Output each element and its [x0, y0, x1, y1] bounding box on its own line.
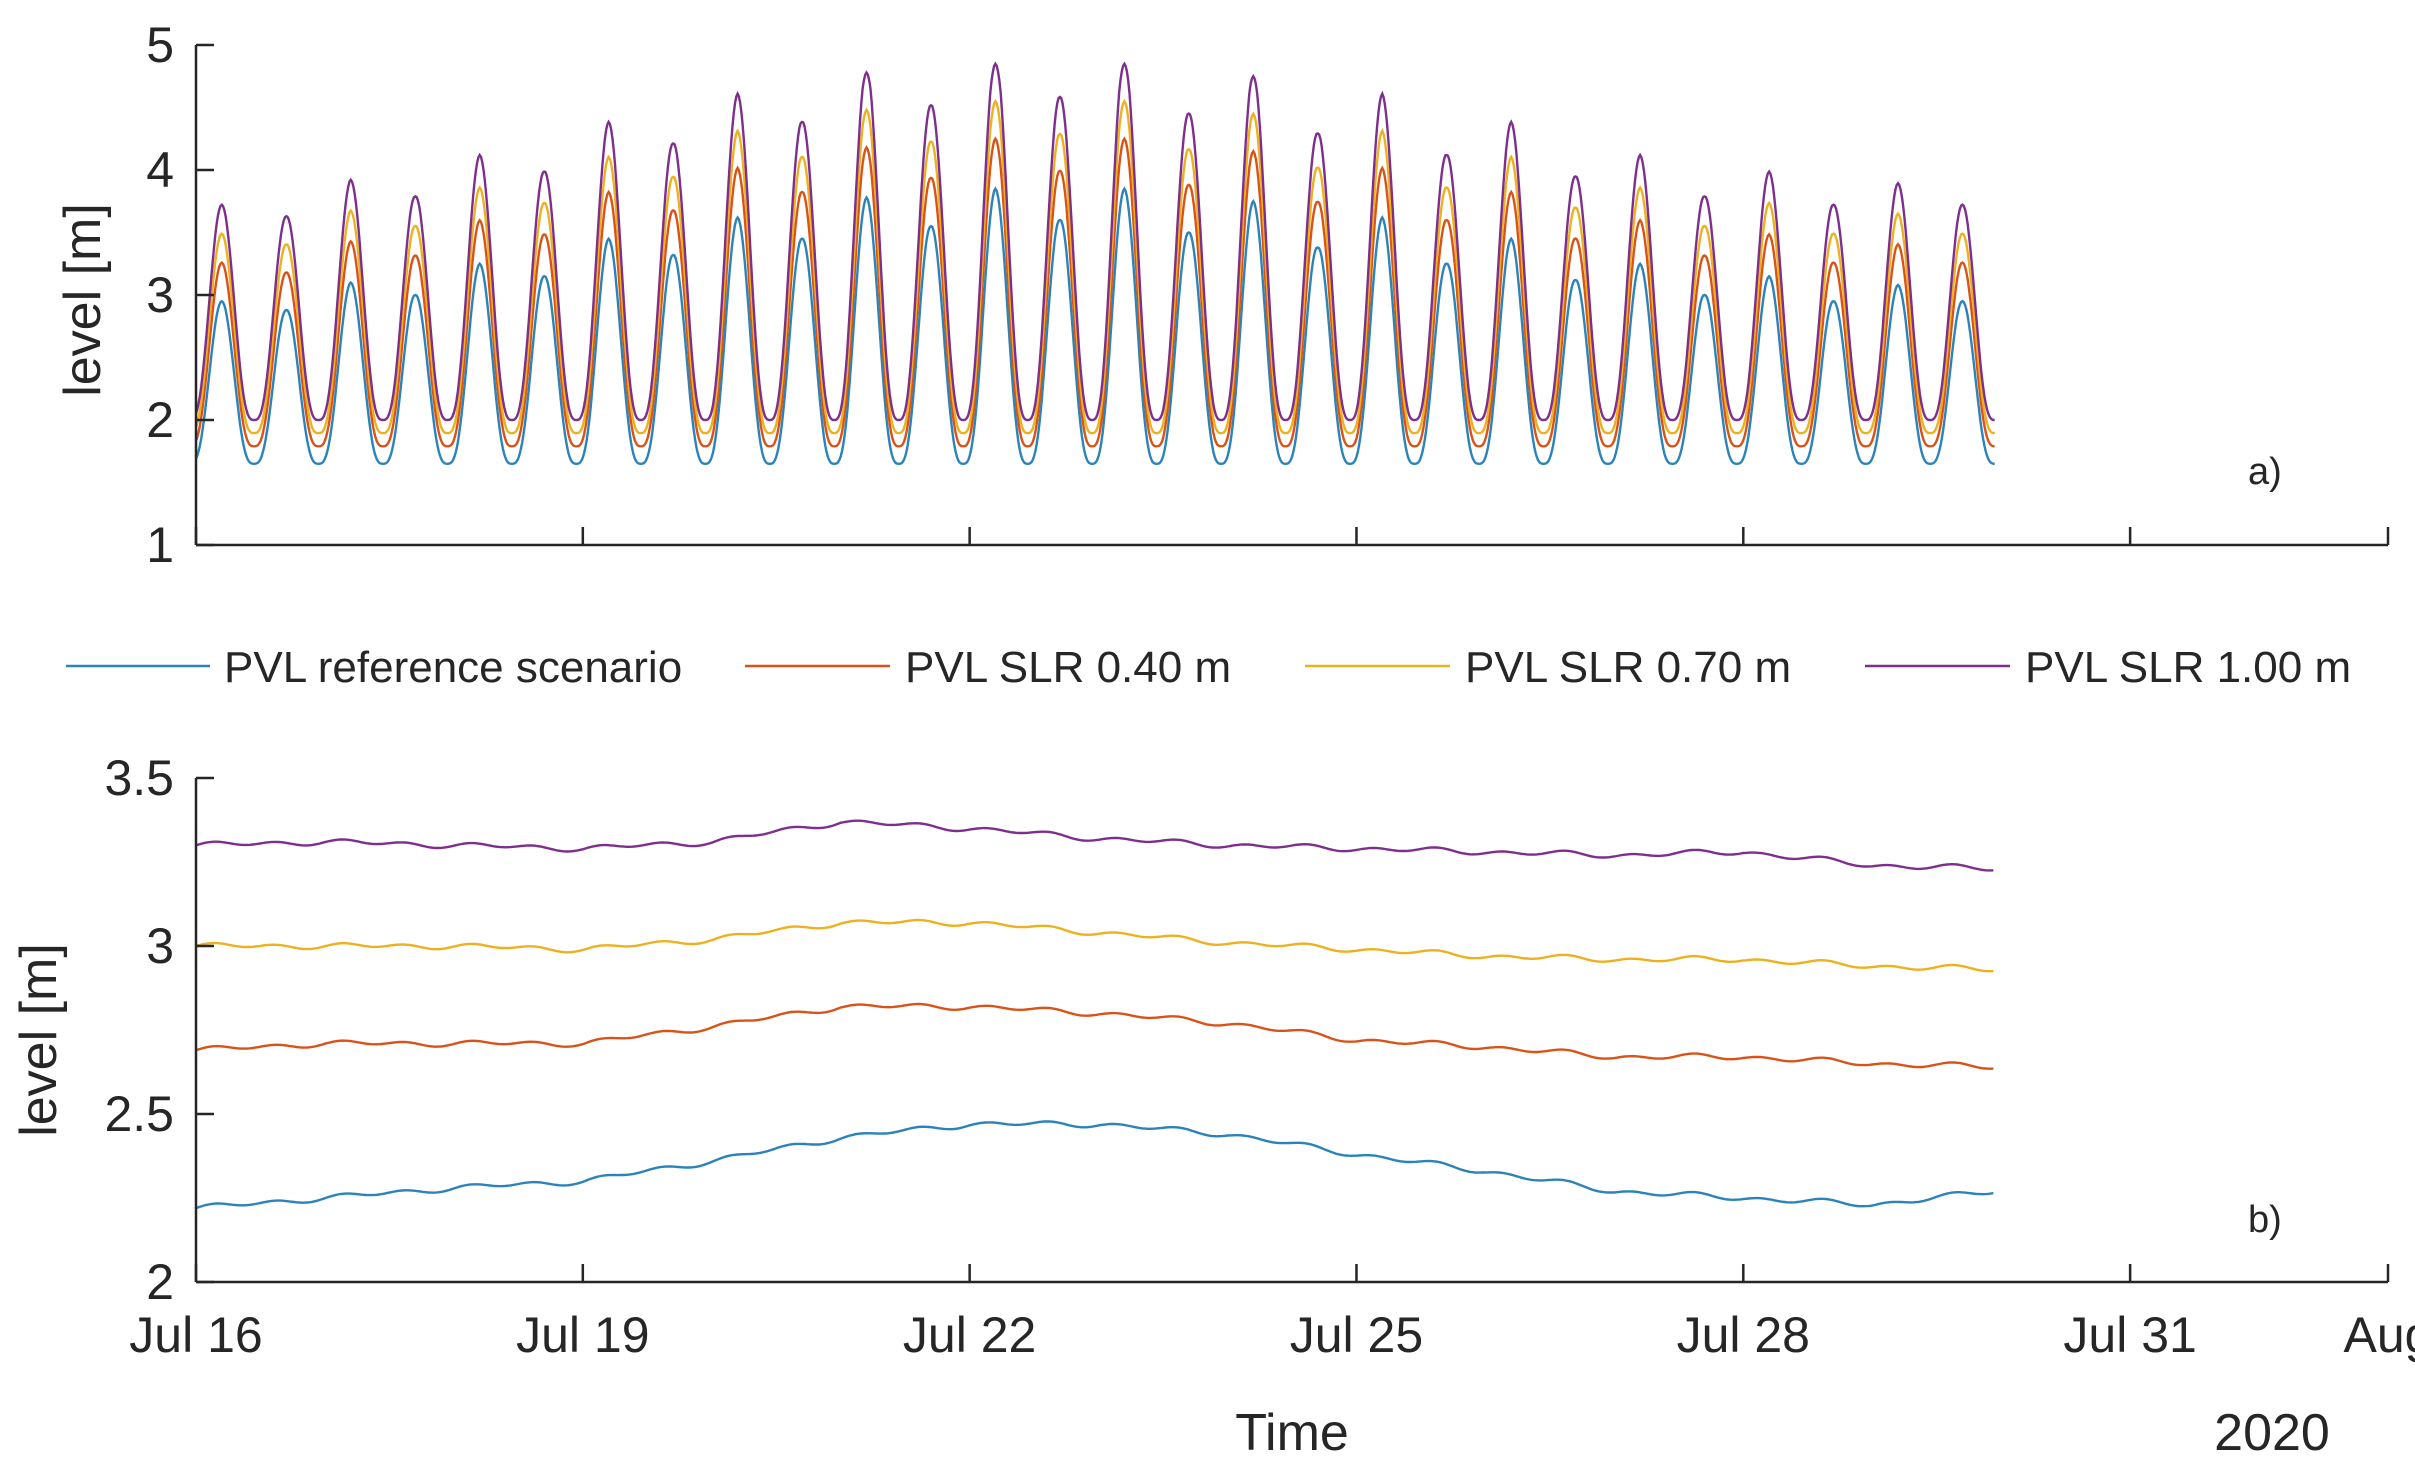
panel-b-line-pvl-slr-1-00-m	[195, 819, 1994, 872]
panel-a-ytick-label: 1	[146, 517, 174, 573]
panel-b: 2 2.5 3 3.5 Jul 16 Jul 19 Jul 22 Jul 25 Jul 28 Ju…	[10, 750, 2415, 1462]
panel-b-tag: b)	[2248, 1199, 2282, 1241]
panel-b-series	[195, 819, 1994, 1210]
panel-a-line-pvl-slr-0-70-m	[194, 98, 1995, 435]
panel-b-xtick-label: Jul 19	[516, 1307, 649, 1363]
legend-item-pvl-slr-1-00-m: PVL SLR 1.00 m	[1865, 643, 2351, 692]
panel-b-line-pvl-slr-0-70-m	[195, 918, 1994, 973]
legend-item-pvl-slr-0-70-m: PVL SLR 0.70 m	[1305, 643, 1791, 692]
legend: PVL reference scenario PVL SLR 0.40 m PVL …	[66, 643, 2351, 692]
panel-b-axes: 2 2.5 3 3.5 Jul 16 Jul 19 Jul 22 Jul 25 Jul 28 Ju…	[104, 750, 2415, 1363]
legend-label: PVL SLR 1.00 m	[2025, 643, 2351, 692]
panel-b-year-label: 2020	[2214, 1404, 2330, 1462]
panel-b-xlabel: Time	[1235, 1404, 1349, 1462]
panel-a-ytick-label: 5	[146, 17, 174, 73]
panel-b-line-pvl-reference-scenario	[195, 1120, 1994, 1210]
legend-label: PVL reference scenario	[224, 643, 682, 692]
panel-a-ylabel: level [m]	[54, 203, 112, 397]
panel-a-line-pvl-slr-1-00-m	[194, 61, 1995, 422]
panel-b-ytick-label: 2.5	[104, 1086, 174, 1142]
panel-a-ytick-label: 4	[146, 142, 174, 198]
legend-label: PVL SLR 0.70 m	[1465, 643, 1791, 692]
legend-item-pvl-slr-0-40-m: PVL SLR 0.40 m	[745, 643, 1231, 692]
panel-b-xtick-label: Aug	[2344, 1307, 2415, 1363]
legend-label: PVL SLR 0.40 m	[905, 643, 1231, 692]
panel-a-ytick-label: 3	[146, 267, 174, 323]
legend-item-pvl-reference-scenario: PVL reference scenario	[66, 643, 682, 692]
panel-b-xtick-label: Jul 31	[2063, 1307, 2196, 1363]
panel-b-xtick-label: Jul 25	[1290, 1307, 1423, 1363]
panel-a-axes: 1 2 3 4 5	[146, 17, 2390, 573]
panel-b-xtick-label: Jul 16	[129, 1307, 262, 1363]
panel-a-tag: a)	[2248, 451, 2282, 493]
panel-a-line-pvl-reference-scenario	[194, 186, 1995, 466]
panel-b-ylabel: level [m]	[10, 943, 68, 1137]
panel-b-xtick-label: Jul 22	[903, 1307, 1036, 1363]
panel-b-line-pvl-slr-0-40-m	[195, 1002, 1994, 1070]
panel-a-ytick-label: 2	[146, 392, 174, 448]
panel-a-line-pvl-slr-0-40-m	[194, 136, 1995, 448]
panel-a: 1 2 3 4 5 level [m] a)	[54, 17, 2390, 573]
panel-b-ytick-label: 2	[146, 1254, 174, 1310]
panel-b-ytick-label: 3.5	[104, 750, 174, 806]
panel-b-ytick-label: 3	[146, 918, 174, 974]
panel-a-series	[194, 61, 1995, 466]
panel-b-xtick-label: Jul 28	[1677, 1307, 1810, 1363]
